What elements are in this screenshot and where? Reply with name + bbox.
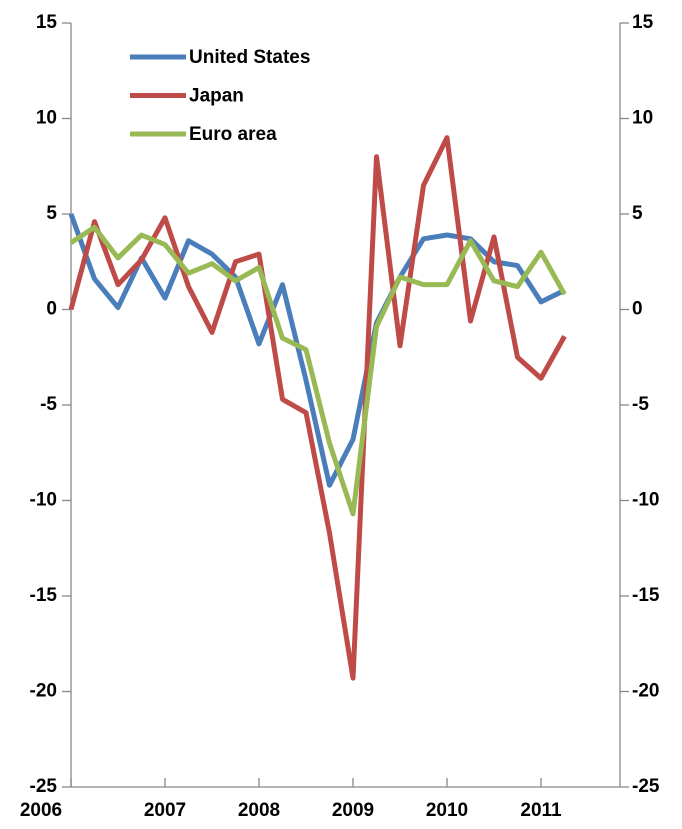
x-tick-label: 2010 — [426, 800, 468, 821]
y-tick-label: 15 — [36, 12, 58, 33]
x-tick-label: 2006 — [20, 800, 62, 821]
y-tick-label: 0 — [46, 299, 57, 320]
x-tick-label: 2007 — [144, 800, 186, 821]
y-tick-label: -25 — [30, 776, 58, 797]
y-tick-label: 10 — [36, 108, 57, 129]
y-tick-label: 5 — [46, 203, 57, 224]
y-tick-label: -20 — [30, 681, 57, 702]
legend-label: United States — [189, 47, 310, 68]
x-tick-label: 2011 — [520, 800, 562, 821]
y2-tick-label: -25 — [632, 776, 660, 797]
series-line — [69, 224, 567, 517]
y2-tick-label: -15 — [632, 585, 660, 606]
y2-tick-label: 15 — [632, 12, 654, 33]
y2-tick-label: 5 — [632, 203, 643, 224]
y2-tick-label: -5 — [632, 394, 649, 415]
y-tick-label: -15 — [30, 585, 58, 606]
legend-label: Euro area — [189, 124, 277, 145]
x-tick-label: 2009 — [332, 800, 374, 821]
y2-tick-label: 10 — [632, 108, 653, 129]
y-tick-label: -10 — [30, 490, 57, 511]
y2-tick-label: 0 — [632, 299, 643, 320]
series-line — [68, 135, 567, 681]
y2-tick-label: -10 — [632, 490, 659, 511]
x-tick-label: 2008 — [238, 800, 280, 821]
series-line — [68, 213, 566, 488]
y-tick-label: -5 — [40, 394, 57, 415]
y2-tick-label: -20 — [632, 681, 659, 702]
legend-label: Japan — [189, 86, 244, 107]
